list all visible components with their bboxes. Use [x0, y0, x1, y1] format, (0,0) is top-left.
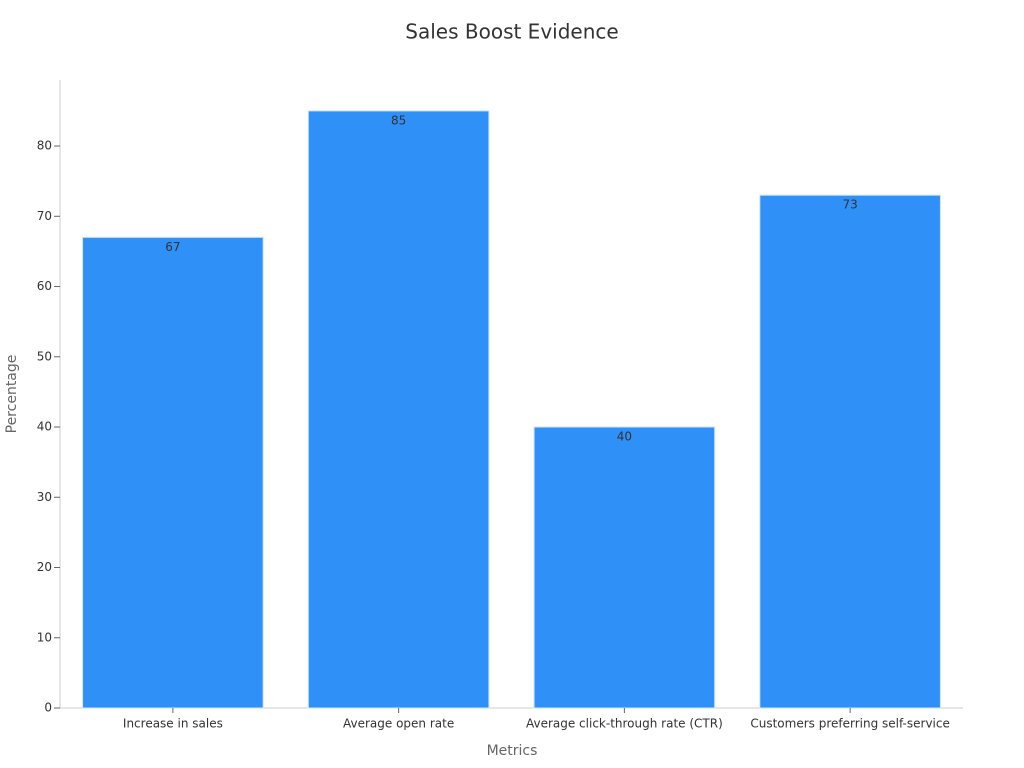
- x-tick-label: Increase in sales: [123, 717, 223, 731]
- y-tick-label: 30: [37, 490, 52, 504]
- x-axis-label: Metrics: [487, 743, 538, 759]
- bar: [307, 110, 490, 709]
- y-tick-label: 50: [37, 349, 52, 363]
- data-label: 73: [842, 198, 857, 212]
- x-tick-label: Customers preferring self-service: [750, 717, 950, 731]
- data-label: 67: [165, 240, 180, 254]
- bar: [759, 194, 941, 709]
- y-tick-label: 70: [37, 209, 52, 223]
- chart-title: Sales Boost Evidence: [405, 20, 618, 44]
- bar: [533, 426, 716, 709]
- data-label: 85: [391, 113, 406, 127]
- data-label: 40: [617, 430, 632, 444]
- y-tick-label: 0: [44, 701, 52, 715]
- y-tick-label: 10: [37, 630, 52, 644]
- y-tick-label: 80: [37, 139, 52, 153]
- x-tick-label: Average open rate: [343, 717, 454, 731]
- y-tick-label: 20: [37, 560, 52, 574]
- y-axis-label: Percentage: [4, 355, 20, 434]
- y-tick-label: 40: [37, 420, 52, 434]
- y-tick-label: 60: [37, 279, 52, 293]
- bar: [82, 236, 264, 709]
- x-tick-label: Average click-through rate (CTR): [526, 717, 723, 731]
